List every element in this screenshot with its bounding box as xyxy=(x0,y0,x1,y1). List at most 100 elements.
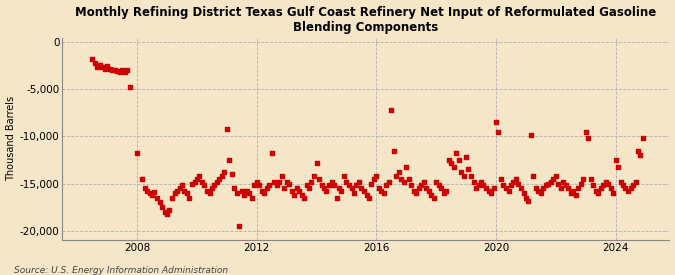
Point xyxy=(304,186,315,191)
Point xyxy=(319,186,329,191)
Point xyxy=(184,196,195,200)
Point xyxy=(438,191,449,195)
Point xyxy=(508,180,519,184)
Point xyxy=(466,174,477,178)
Point xyxy=(221,127,232,131)
Point xyxy=(570,193,581,197)
Point xyxy=(558,180,568,184)
Point xyxy=(638,136,649,141)
Point xyxy=(256,189,267,193)
Point xyxy=(346,186,357,191)
Point xyxy=(418,180,429,184)
Point xyxy=(451,151,462,156)
Point xyxy=(431,180,441,184)
Point xyxy=(518,191,529,195)
Point xyxy=(436,186,447,191)
Point xyxy=(468,180,479,184)
Point xyxy=(391,174,402,178)
Point xyxy=(423,189,434,193)
Point xyxy=(481,186,491,191)
Point xyxy=(281,180,292,184)
Point xyxy=(276,174,287,178)
Point xyxy=(336,189,347,193)
Point xyxy=(194,174,205,178)
Point xyxy=(269,180,279,184)
Point xyxy=(531,186,541,191)
Point xyxy=(329,183,340,188)
Point xyxy=(568,189,578,193)
Point xyxy=(513,182,524,186)
Point xyxy=(348,191,359,195)
Point xyxy=(124,85,135,90)
Point xyxy=(361,193,372,197)
Point xyxy=(351,183,362,188)
Point xyxy=(204,191,215,195)
Point xyxy=(324,183,335,188)
Point xyxy=(264,183,275,188)
Point xyxy=(364,196,375,200)
Point xyxy=(632,148,643,153)
Point xyxy=(146,193,157,197)
Point xyxy=(414,186,425,191)
Point xyxy=(341,180,352,184)
Point xyxy=(107,68,117,73)
Point xyxy=(104,66,115,71)
Point xyxy=(211,180,222,184)
Y-axis label: Thousand Barrels: Thousand Barrels xyxy=(5,96,16,182)
Point xyxy=(109,67,120,72)
Point xyxy=(236,189,247,193)
Point xyxy=(523,198,534,203)
Point xyxy=(533,189,544,193)
Point xyxy=(369,177,379,181)
Point xyxy=(616,180,626,184)
Point xyxy=(575,182,586,186)
Point xyxy=(99,66,110,71)
Point xyxy=(429,196,439,200)
Point xyxy=(102,64,113,68)
Point xyxy=(573,186,584,191)
Point xyxy=(620,186,631,191)
Point xyxy=(528,174,539,178)
Point xyxy=(625,186,636,191)
Point xyxy=(563,186,574,191)
Point xyxy=(242,189,252,193)
Point xyxy=(179,189,190,193)
Point xyxy=(383,180,394,184)
Point xyxy=(491,120,502,125)
Point xyxy=(291,186,302,191)
Point xyxy=(556,186,566,191)
Point xyxy=(306,180,317,184)
Point xyxy=(416,183,427,188)
Point xyxy=(373,186,384,191)
Point xyxy=(139,186,150,191)
Point xyxy=(311,161,322,165)
Point xyxy=(485,191,496,195)
Point xyxy=(224,158,235,162)
Point xyxy=(154,200,165,205)
Point xyxy=(386,108,397,112)
Point xyxy=(227,172,238,176)
Point xyxy=(543,182,554,186)
Point xyxy=(506,183,516,188)
Title: Monthly Refining District Texas Gulf Coast Refinery Net Input of Reformulated Ga: Monthly Refining District Texas Gulf Coa… xyxy=(76,6,657,34)
Point xyxy=(503,189,514,193)
Point xyxy=(177,183,188,188)
Point xyxy=(254,183,265,188)
Point xyxy=(214,177,225,181)
Point xyxy=(186,182,197,186)
Point xyxy=(580,130,591,134)
Point xyxy=(600,180,611,184)
Point xyxy=(398,180,409,184)
Point xyxy=(286,189,297,193)
Point xyxy=(590,189,601,193)
Point xyxy=(583,136,593,141)
Point xyxy=(456,170,466,175)
Point xyxy=(538,186,549,191)
Point xyxy=(411,191,422,195)
Point xyxy=(408,189,419,193)
Point xyxy=(588,183,599,188)
Point xyxy=(217,174,227,178)
Point xyxy=(630,180,641,184)
Point xyxy=(239,193,250,197)
Point xyxy=(201,189,212,193)
